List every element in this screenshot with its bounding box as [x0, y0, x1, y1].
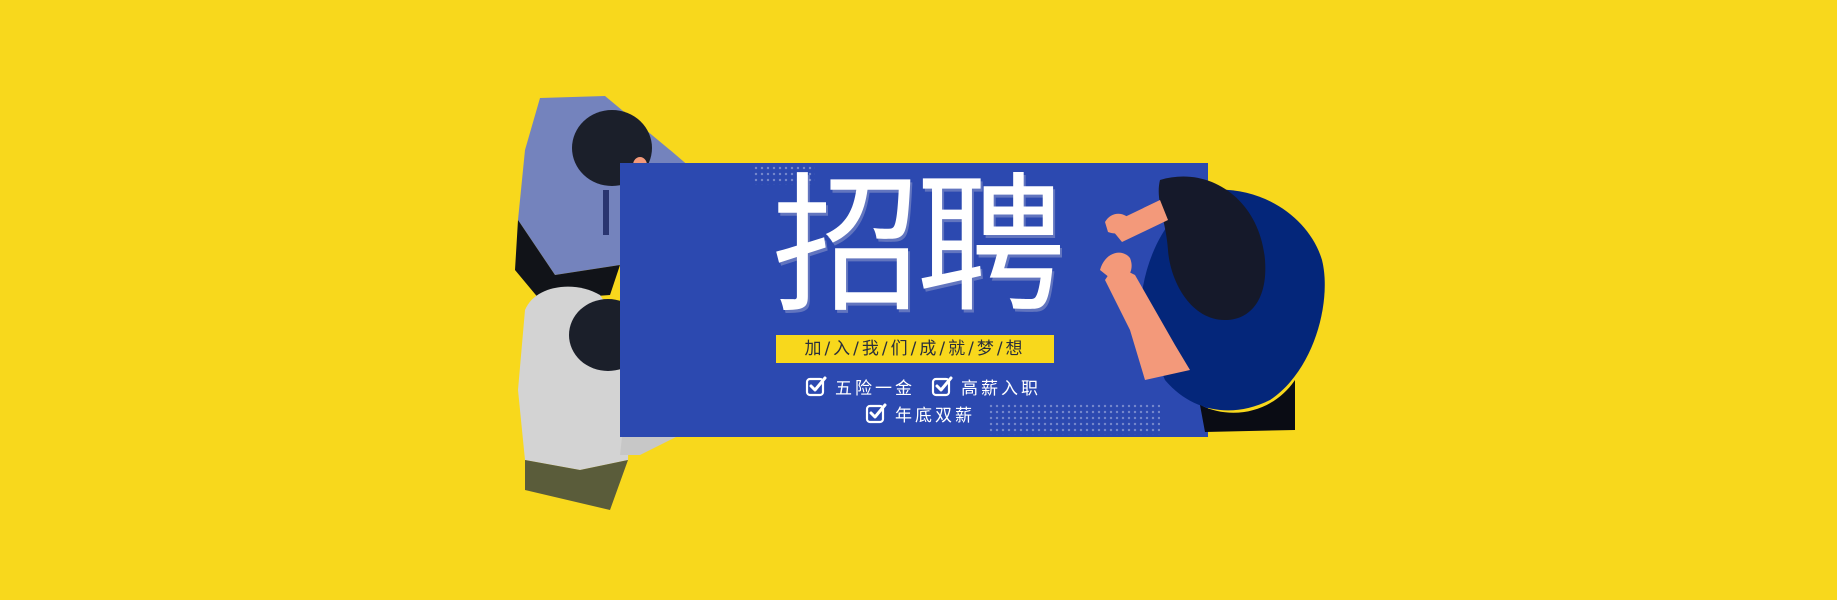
right-person-fingers — [1105, 213, 1132, 234]
checkbox-checked-icon — [865, 403, 887, 424]
right-person-hand — [1100, 252, 1132, 282]
benefit-label: 年底双薪 — [895, 405, 975, 426]
checkbox-checked-icon — [805, 376, 827, 397]
dot-pattern-bottom — [988, 403, 1160, 435]
benefit-label: 五险一金 — [835, 378, 915, 399]
checkbox-checked-icon — [931, 376, 953, 397]
lower-person-base — [525, 460, 628, 510]
upper-person-shadow — [515, 220, 620, 300]
slogan-bar: 加/入/我/们/成/就/梦/想 — [776, 335, 1054, 363]
right-person-shadow — [1200, 380, 1295, 432]
person-right-illustration — [1100, 176, 1325, 432]
right-person-hair — [1158, 176, 1266, 320]
benefit-label: 高薪入职 — [961, 378, 1041, 399]
right-person-arm — [1105, 265, 1190, 380]
benefit-item: 高薪入职 — [931, 374, 1041, 399]
benefit-item: 五险一金 — [805, 374, 915, 399]
dot-pattern-top — [753, 165, 815, 185]
recruitment-board — [620, 163, 1208, 437]
upper-person-tie — [603, 190, 609, 235]
benefit-item: 年底双薪 — [865, 401, 975, 426]
headline: 招聘 — [771, 160, 1066, 334]
